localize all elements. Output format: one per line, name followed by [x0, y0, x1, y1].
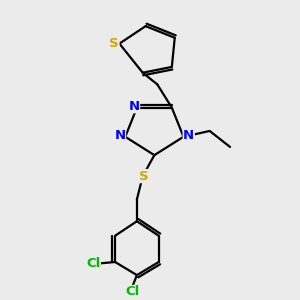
Text: N: N: [128, 100, 140, 113]
Text: S: S: [110, 37, 119, 50]
Text: N: N: [114, 129, 126, 142]
Text: N: N: [183, 129, 194, 142]
Text: Cl: Cl: [86, 257, 100, 270]
Text: Cl: Cl: [125, 286, 140, 298]
Text: S: S: [140, 169, 149, 183]
